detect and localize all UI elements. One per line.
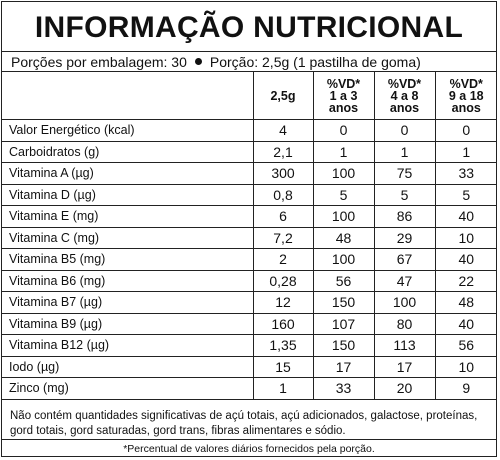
- nutrient-name: Vitamina B5 (mg): [2, 248, 254, 271]
- servings-per-package: Porções por embalagem: 30: [11, 53, 187, 70]
- table-row: Vitamina B5 (mg) 2 100 67 40: [2, 248, 497, 271]
- portion-amount: 6: [252, 205, 314, 228]
- table-row: Vitamina E (mg) 6 100 86 40: [2, 205, 497, 228]
- vd-4-8: 20: [373, 377, 436, 400]
- vd-9-18: 40: [434, 205, 497, 228]
- vd-4-8: 75: [373, 162, 436, 185]
- nutrient-name: Vitamina C (mg): [2, 226, 254, 249]
- table-row: Iodo (µg) 15 17 17 10: [2, 355, 497, 378]
- header-nutrient: [2, 72, 254, 120]
- vd-4-8: 0: [373, 119, 436, 142]
- vd-1-3: 100: [312, 162, 375, 185]
- vd-1-3: 5: [312, 183, 375, 206]
- vd-1-3: 100: [312, 205, 375, 228]
- vd-1-3: 56: [312, 269, 375, 292]
- vd-4-8: 113: [373, 334, 436, 357]
- servings-line: Porções por embalagem: 30 Porção: 2,5g (…: [2, 52, 496, 72]
- vd-4-8: 1: [373, 140, 436, 163]
- nutrition-table: 2,5g %VD* 1 a 3 anos %VD* 4 a 8 anos %VD…: [2, 72, 497, 400]
- table-row: Vitamina B9 (µg) 160 107 80 40: [2, 312, 497, 335]
- vd-9-18: 40: [434, 312, 497, 335]
- table-row: Zinco (mg) 1 33 20 9: [2, 377, 497, 400]
- table-row: Valor Energético (kcal) 4 0 0 0: [2, 119, 497, 142]
- portion-amount: 300: [252, 162, 314, 185]
- nutrient-name: Vitamina B9 (µg): [2, 312, 254, 335]
- header-vd-4-8-label: %VD* 4 a 8 anos: [387, 76, 422, 115]
- portion-amount: 7,2: [252, 226, 314, 249]
- header-portion: 2,5g: [252, 72, 314, 120]
- vd-9-18: 9: [434, 377, 497, 400]
- header-vd-1-3-label: %VD* 1 a 3 anos: [326, 76, 361, 115]
- vd-9-18: 10: [434, 355, 497, 378]
- nutrient-name: Vitamina B6 (mg): [2, 269, 254, 292]
- table-row: Vitamina B12 (µg) 1,35 150 113 56: [2, 334, 497, 357]
- portion-amount: 1: [252, 377, 314, 400]
- vd-4-8: 80: [373, 312, 436, 335]
- table-row: Vitamina D (µg) 0,8 5 5 5: [2, 183, 497, 206]
- vd-1-3: 150: [312, 334, 375, 357]
- nutrient-name: Iodo (µg): [2, 355, 254, 378]
- footnote-not-significant: Não contém quantidades significativas de…: [2, 407, 496, 440]
- vd-4-8: 47: [373, 269, 436, 292]
- portion-size: Porção: 2,5g (1 pastilha de goma): [209, 53, 421, 70]
- table-row: Vitamina B7 (µg) 12 150 100 48: [2, 291, 497, 314]
- table-row: Carboidratos (g) 2,1 1 1 1: [2, 140, 497, 163]
- vd-9-18: 22: [434, 269, 497, 292]
- nutrient-name: Valor Energético (kcal): [2, 119, 254, 142]
- table-row: Vitamina A (µg) 300 100 75 33: [2, 162, 497, 185]
- portion-amount: 0,8: [252, 183, 314, 206]
- vd-4-8: 100: [373, 291, 436, 314]
- nutrient-name: Vitamina B12 (µg): [2, 334, 254, 357]
- table-header-row: 2,5g %VD* 1 a 3 anos %VD* 4 a 8 anos %VD…: [2, 72, 497, 120]
- portion-amount: 160: [252, 312, 314, 335]
- label-title: INFORMAÇÃO NUTRICIONAL: [2, 2, 496, 52]
- vd-1-3: 150: [312, 291, 375, 314]
- vd-9-18: 48: [434, 291, 497, 314]
- bullet-dot-icon: [194, 58, 202, 65]
- vd-1-3: 48: [312, 226, 375, 249]
- header-vd-1-3: %VD* 1 a 3 anos: [312, 72, 375, 120]
- footnote-vd: *Percentual de valores diários fornecido…: [123, 442, 375, 455]
- vd-1-3: 107: [312, 312, 375, 335]
- header-vd-9-18-label: %VD* 9 a 18 anos: [448, 76, 484, 115]
- vd-9-18: 10: [434, 226, 497, 249]
- portion-amount: 0,28: [252, 269, 314, 292]
- table-row: Vitamina C (mg) 7,2 48 29 10: [2, 226, 497, 249]
- portion-amount: 2: [252, 248, 314, 271]
- vd-4-8: 86: [373, 205, 436, 228]
- vd-9-18: 56: [434, 334, 497, 357]
- vd-1-3: 1: [312, 140, 375, 163]
- vd-1-3: 33: [312, 377, 375, 400]
- vd-1-3: 0: [312, 119, 375, 142]
- vd-9-18: 40: [434, 248, 497, 271]
- portion-amount: 1,35: [252, 334, 314, 357]
- header-vd-4-8: %VD* 4 a 8 anos: [373, 72, 436, 120]
- vd-9-18: 5: [434, 183, 497, 206]
- portion-amount: 15: [252, 355, 314, 378]
- nutrient-name: Vitamina B7 (µg): [2, 291, 254, 314]
- header-vd-9-18: %VD* 9 a 18 anos: [434, 72, 497, 120]
- nutrient-name: Zinco (mg): [2, 377, 254, 400]
- portion-amount: 12: [252, 291, 314, 314]
- vd-1-3: 100: [312, 248, 375, 271]
- vd-4-8: 17: [373, 355, 436, 378]
- portion-amount: 4: [252, 119, 314, 142]
- nutrient-name: Vitamina A (µg): [2, 162, 254, 185]
- vd-4-8: 67: [373, 248, 436, 271]
- vd-4-8: 29: [373, 226, 436, 249]
- nutrient-name: Carboidratos (g): [2, 140, 254, 163]
- vd-1-3: 17: [312, 355, 375, 378]
- vd-9-18: 1: [434, 140, 497, 163]
- nutrient-name: Vitamina D (µg): [2, 183, 254, 206]
- vd-9-18: 0: [434, 119, 497, 142]
- vd-4-8: 5: [373, 183, 436, 206]
- vd-9-18: 33: [434, 162, 497, 185]
- nutrient-name: Vitamina E (mg): [2, 205, 254, 228]
- table-row: Vitamina B6 (mg) 0,28 56 47 22: [2, 269, 497, 292]
- portion-amount: 2,1: [252, 140, 314, 163]
